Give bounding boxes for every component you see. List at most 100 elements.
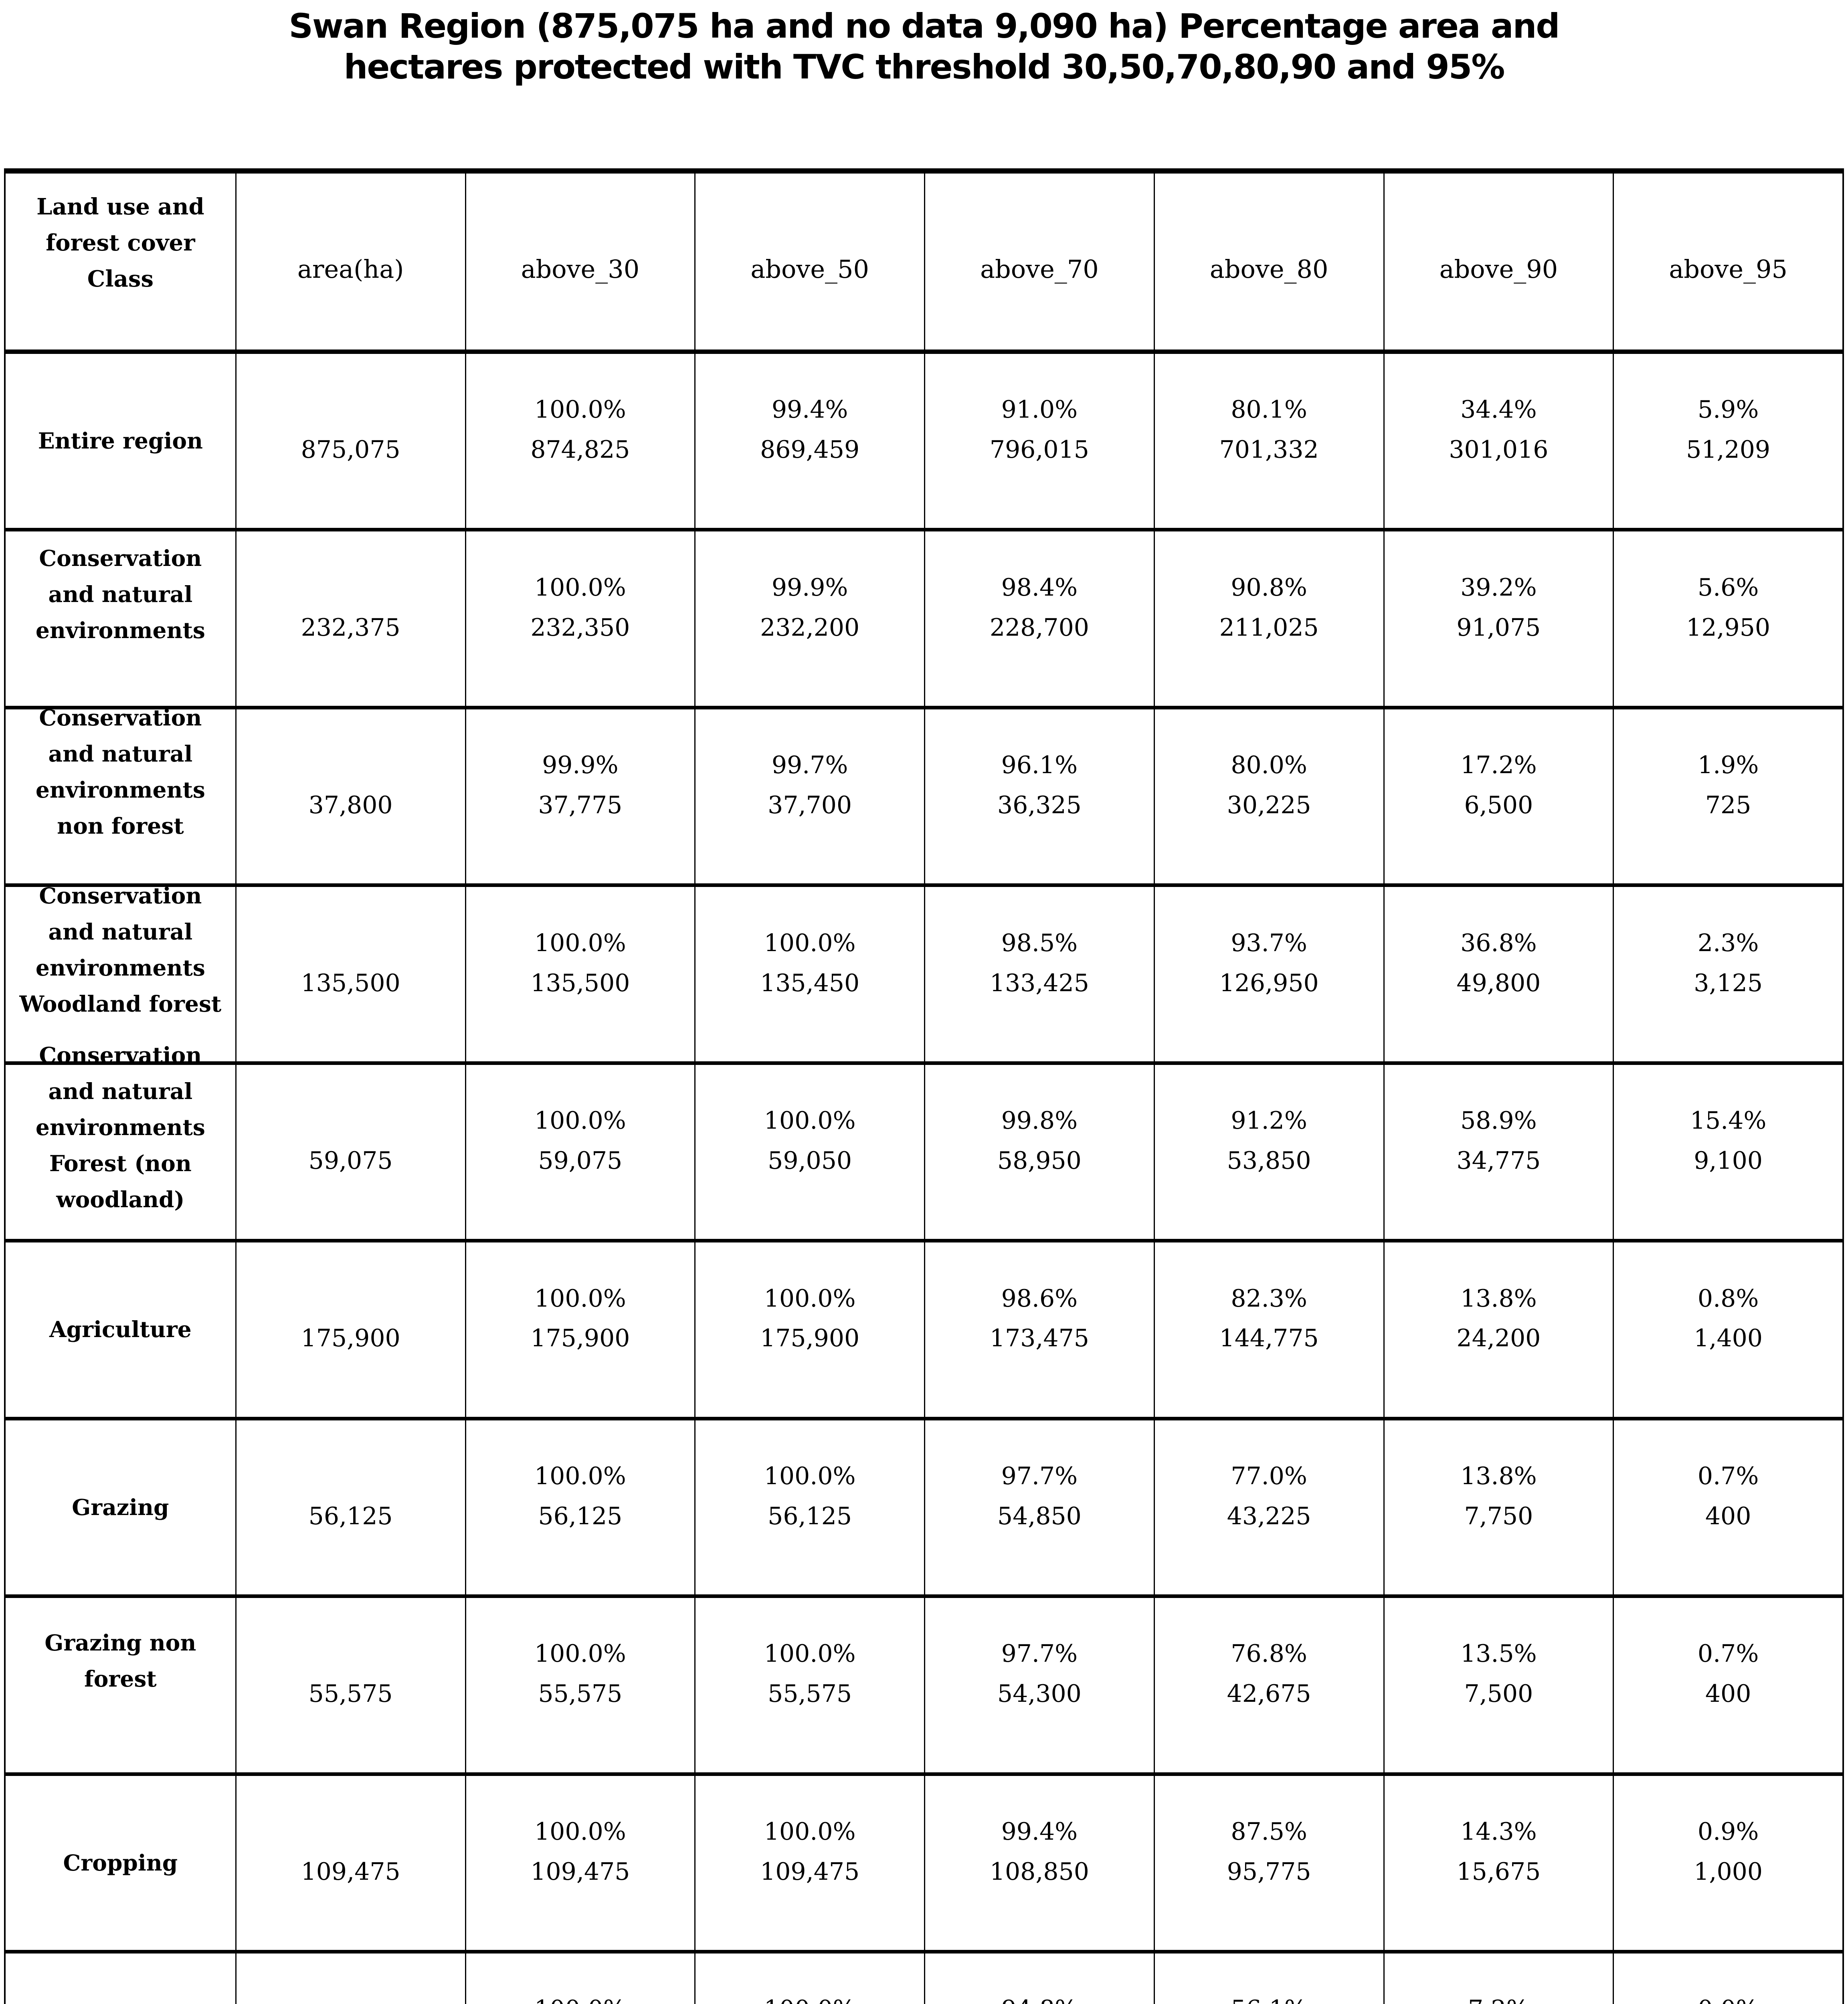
percent-value: 82.3% xyxy=(1231,1284,1307,1313)
percent-value: 99.4% xyxy=(1001,1817,1078,1846)
percent-value: 100.0% xyxy=(534,1284,626,1313)
row-label: Entire region xyxy=(38,428,203,454)
threshold-cell: 98.4% 228,700 xyxy=(924,531,1154,706)
threshold-cell: 93.7% 126,950 xyxy=(1153,887,1383,1061)
threshold-cell: 100.0% 175,900 xyxy=(465,1242,695,1417)
threshold-cell: 14.3% 15,675 xyxy=(1383,1776,1613,1950)
area-value: 56,125 xyxy=(308,1502,393,1530)
hectares-value: 43,225 xyxy=(1227,1502,1311,1530)
hectares-value: 725 xyxy=(1705,791,1751,820)
hectares-value: 49,800 xyxy=(1456,969,1541,997)
hectares-value: 1,400 xyxy=(1694,1324,1763,1353)
threshold-cell: 97.7% 54,850 xyxy=(924,1420,1154,1595)
hectares-value: 232,200 xyxy=(760,613,860,642)
hectares-value: 95,775 xyxy=(1227,1857,1311,1886)
percent-value: 99.9% xyxy=(542,751,619,780)
area-value: 55,575 xyxy=(308,1680,393,1708)
hectares-value: 135,450 xyxy=(760,969,860,997)
area-cell: 135,500 xyxy=(235,887,465,1061)
hectares-value: 42,675 xyxy=(1227,1680,1311,1708)
threshold-cell: 100.0% 175,900 xyxy=(694,1242,924,1417)
threshold-cell: 94.8%9,550 xyxy=(924,1953,1154,2004)
percent-value: 100.0% xyxy=(764,1462,856,1490)
hectares-value: 7,750 xyxy=(1464,1502,1533,1530)
threshold-cell: 99.9% 232,200 xyxy=(694,531,924,706)
table-row: Entire region 875,075 100.0% 874,825 99.4% 86… xyxy=(6,354,1842,532)
threshold-cell: 56.1%5,650 xyxy=(1153,1953,1383,2004)
table-row: Conservation and natural environments no… xyxy=(6,705,1842,887)
hectares-value: 54,850 xyxy=(997,1502,1082,1530)
threshold-cell: 100.0% 109,475 xyxy=(694,1776,924,1950)
area-value: 232,375 xyxy=(301,613,400,642)
row-label: Conservation and natural environments Fo… xyxy=(35,1042,205,1213)
hectares-value: 55,575 xyxy=(538,1680,623,1708)
row-label: Grazing non forest xyxy=(44,1629,196,1692)
area-cell: 875,075 xyxy=(235,354,465,528)
hectares-value: 400 xyxy=(1705,1502,1751,1530)
percent-value: 0.8% xyxy=(1697,1284,1759,1313)
row-label-cell: Cropping xyxy=(6,1776,235,1950)
table-header-row: Land use and forest cover Class area(ha)… xyxy=(6,174,1842,354)
threshold-cell: 100.0% 109,475 xyxy=(465,1776,695,1950)
threshold-cell: 100.0%10,075 xyxy=(465,1953,695,2004)
row-label-cell: Conservation and natural environments Wo… xyxy=(6,883,235,1061)
percent-value: 100.0% xyxy=(534,1817,626,1846)
table-row: Irrigation10,075100.0%10,075100.0%10,075… xyxy=(6,1953,1842,2004)
percent-value: 2.3% xyxy=(1697,929,1759,957)
header-above-50: above_50 xyxy=(694,174,924,349)
hectares-value: 144,775 xyxy=(1219,1324,1319,1353)
percent-value: 100.0% xyxy=(534,396,626,424)
area-cell: 175,900 xyxy=(235,1242,465,1417)
threshold-cell: 0.0%0 xyxy=(1613,1953,1842,2004)
threshold-cell: 100.0% 59,050 xyxy=(694,1065,924,1239)
percent-value: 0.0% xyxy=(1614,1995,1842,2004)
header-area-ha: area(ha) xyxy=(235,174,465,349)
threshold-cell: 100.0%10,075 xyxy=(694,1953,924,2004)
row-label-cell: Conservation and natural environments no… xyxy=(6,705,235,883)
area-value: 59,075 xyxy=(308,1147,393,1175)
threshold-cell: 90.8% 211,025 xyxy=(1153,531,1383,706)
threshold-cell: 99.8% 58,950 xyxy=(924,1065,1154,1239)
area-cell: 37,800 xyxy=(235,709,465,884)
percent-value: 100.0% xyxy=(764,1284,856,1313)
percent-value: 100.0% xyxy=(534,1640,626,1668)
area-value: 875,075 xyxy=(301,436,400,464)
threshold-cell: 76.8% 42,675 xyxy=(1153,1598,1383,1772)
percent-value: 99.9% xyxy=(771,573,848,602)
area-value: 37,800 xyxy=(308,791,393,820)
hectares-value: 51,209 xyxy=(1686,436,1771,464)
threshold-cell: 13.8% 7,750 xyxy=(1383,1420,1613,1595)
threshold-cell: 100.0% 135,450 xyxy=(694,887,924,1061)
threshold-cell: 1.9% 725 xyxy=(1613,709,1842,884)
percent-value: 15.4% xyxy=(1690,1107,1767,1135)
hectares-value: 109,475 xyxy=(760,1857,860,1886)
threshold-cell: 17.2% 6,500 xyxy=(1383,709,1613,884)
percent-value: 58.9% xyxy=(1460,1107,1537,1135)
hectares-value: 37,775 xyxy=(538,791,623,820)
threshold-cell: 80.0% 30,225 xyxy=(1153,709,1383,884)
threshold-cell: 0.9% 1,000 xyxy=(1613,1776,1842,1950)
area-cell: 109,475 xyxy=(235,1776,465,1950)
percent-value: 96.1% xyxy=(1001,751,1078,780)
percent-value: 100.0% xyxy=(534,573,626,602)
percent-value: 0.7% xyxy=(1697,1462,1759,1490)
row-label-cell: Irrigation xyxy=(6,1953,235,2004)
percent-value: 91.2% xyxy=(1231,1107,1307,1135)
row-label: Agriculture xyxy=(49,1316,192,1343)
hectares-value: 108,850 xyxy=(989,1857,1089,1886)
percent-value: 13.8% xyxy=(1460,1462,1537,1490)
page-title-line1: Swan Region (875,075 ha and no data 9,09… xyxy=(289,6,1560,46)
percent-value: 5.9% xyxy=(1697,396,1759,424)
threshold-cell: 2.3% 3,125 xyxy=(1613,887,1842,1061)
hectares-value: 175,900 xyxy=(530,1324,630,1353)
percent-value: 98.4% xyxy=(1001,573,1078,602)
threshold-cell: 98.6% 173,475 xyxy=(924,1242,1154,1417)
hectares-value: 228,700 xyxy=(989,613,1089,642)
percent-value: 5.6% xyxy=(1697,573,1759,602)
row-label-cell: Entire region xyxy=(6,354,235,528)
hectares-value: 211,025 xyxy=(1219,613,1319,642)
percent-value: 77.0% xyxy=(1231,1462,1307,1490)
threshold-cell: 96.1% 36,325 xyxy=(924,709,1154,884)
header-above-30: above_30 xyxy=(465,174,695,349)
